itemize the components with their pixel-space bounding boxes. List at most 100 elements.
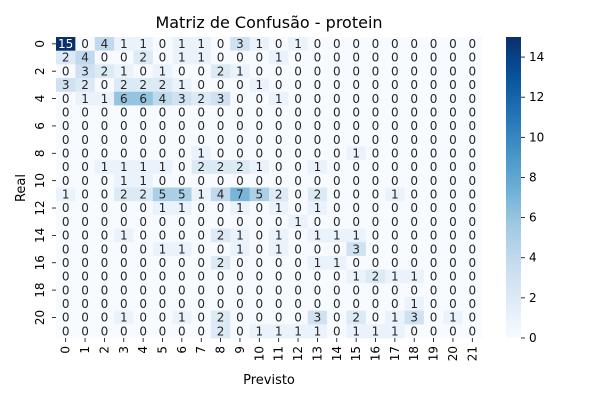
cell-value-label: 0 xyxy=(255,133,263,147)
cell-value-label: 0 xyxy=(391,78,399,92)
cell-value-label: 0 xyxy=(236,78,244,92)
cell-value-label: 0 xyxy=(159,119,167,133)
heatmap-cell xyxy=(404,255,425,270)
y-tick-label: 6 xyxy=(33,122,47,130)
cell-value-label: 0 xyxy=(275,147,283,161)
cell-value-label: 2 xyxy=(217,324,225,338)
cell-value-label: 0 xyxy=(81,188,89,202)
heatmap-cell xyxy=(75,50,96,65)
heatmap-cell xyxy=(288,78,309,93)
heatmap-cell xyxy=(443,242,463,257)
heatmap-cell xyxy=(385,105,405,120)
heatmap-cell xyxy=(172,160,192,175)
heatmap-cell xyxy=(269,187,289,202)
heatmap-cell xyxy=(385,187,405,202)
cell-value-label: 1 xyxy=(120,160,128,174)
cell-value-label: 0 xyxy=(468,174,476,188)
x-tick-label: 5 xyxy=(156,346,170,354)
x-tick-label: 21 xyxy=(465,346,479,361)
heatmap-cell xyxy=(75,132,96,147)
cell-value-label: 0 xyxy=(333,78,341,92)
cell-value-label: 5 xyxy=(178,188,186,202)
heatmap-cell xyxy=(210,37,231,51)
cell-value-label: 0 xyxy=(449,37,457,51)
cell-value-label: 1 xyxy=(178,78,186,92)
cell-value-label: 0 xyxy=(139,215,147,229)
cell-value-label: 0 xyxy=(120,283,128,297)
cell-value-label: 1 xyxy=(275,201,283,215)
heatmap-cell xyxy=(327,132,347,147)
cell-value-label: 2 xyxy=(197,92,205,106)
cell-value-label: 0 xyxy=(333,105,341,119)
cell-value-label: 0 xyxy=(333,297,341,311)
cell-value-label: 0 xyxy=(294,78,302,92)
heatmap-cell xyxy=(307,242,328,257)
cell-value-label: 0 xyxy=(159,133,167,147)
cell-value-label: 0 xyxy=(120,270,128,284)
y-tick-label: 12 xyxy=(33,200,47,215)
cell-value-labels: 15 0 4 1 1 0 1 1 0 3 1 0 1 0 0 0 0 0 0 0 0 02 4 0 0 2 0 1 1 0 0 0 1 0 0 0 0 0… xyxy=(58,37,476,338)
heatmap-cell xyxy=(404,91,425,106)
heatmap-cell xyxy=(56,91,76,106)
cell-value-label: 0 xyxy=(430,297,438,311)
x-tick-label: 2 xyxy=(97,346,111,354)
heatmap-cell xyxy=(269,78,289,93)
heatmap-cell xyxy=(443,283,463,298)
heatmap-cell xyxy=(94,242,115,257)
heatmap-cell xyxy=(269,173,289,188)
cell-value-label: 0 xyxy=(410,160,418,174)
cell-value-label: 0 xyxy=(178,105,186,119)
heatmap-cell xyxy=(172,214,192,229)
cell-value-label: 0 xyxy=(62,119,70,133)
heatmap-cell xyxy=(404,283,425,298)
heatmap-cell xyxy=(307,324,328,339)
heatmap-cells xyxy=(56,37,483,339)
heatmap-cell xyxy=(443,269,463,284)
heatmap-cell xyxy=(94,173,115,188)
heatmap-cell xyxy=(191,201,212,216)
cell-value-label: 1 xyxy=(449,311,457,325)
cell-value-label: 0 xyxy=(430,147,438,161)
cell-value-label: 0 xyxy=(294,229,302,243)
cell-value-label: 0 xyxy=(255,215,263,229)
cell-value-label: 1 xyxy=(352,229,360,243)
heatmap-cell xyxy=(327,146,347,161)
cell-value-label: 0 xyxy=(294,119,302,133)
cell-value-label: 0 xyxy=(120,147,128,161)
heatmap-cell xyxy=(385,310,405,325)
cell-value-label: 0 xyxy=(430,229,438,243)
heatmap-cell xyxy=(423,242,444,257)
heatmap-cell xyxy=(404,310,425,325)
cell-value-label: 1 xyxy=(314,160,322,174)
heatmap-cell xyxy=(307,132,328,147)
cell-value-label: 0 xyxy=(81,160,89,174)
heatmap-cell xyxy=(172,283,192,298)
heatmap-cell xyxy=(210,201,231,216)
cell-value-label: 0 xyxy=(255,119,263,133)
heatmap-cell xyxy=(75,64,96,79)
cell-value-label: 0 xyxy=(410,242,418,256)
heatmap-cell xyxy=(191,91,212,106)
cell-value-label: 2 xyxy=(217,64,225,78)
cell-value-label: 0 xyxy=(333,270,341,284)
heatmap-cell xyxy=(114,50,134,65)
cell-value-label: 0 xyxy=(120,119,128,133)
heatmap-cell xyxy=(288,91,309,106)
heatmap-cell xyxy=(249,37,270,51)
heatmap-cell xyxy=(133,91,154,106)
cell-value-label: 0 xyxy=(217,215,225,229)
cell-value-label: 0 xyxy=(275,174,283,188)
cell-value-label: 0 xyxy=(314,51,322,65)
heatmap-cell xyxy=(56,173,76,188)
cell-value-label: 0 xyxy=(236,256,244,270)
heatmap-cell xyxy=(210,50,231,65)
cell-value-label: 0 xyxy=(255,256,263,270)
cell-value-label: 1 xyxy=(333,229,341,243)
cell-value-label: 0 xyxy=(372,215,380,229)
cell-value-label: 0 xyxy=(62,297,70,311)
heatmap-cell xyxy=(230,187,250,202)
cell-value-label: 1 xyxy=(255,324,263,338)
heatmap-cell xyxy=(404,269,425,284)
cell-value-label: 0 xyxy=(62,201,70,215)
heatmap-cell xyxy=(269,310,289,325)
